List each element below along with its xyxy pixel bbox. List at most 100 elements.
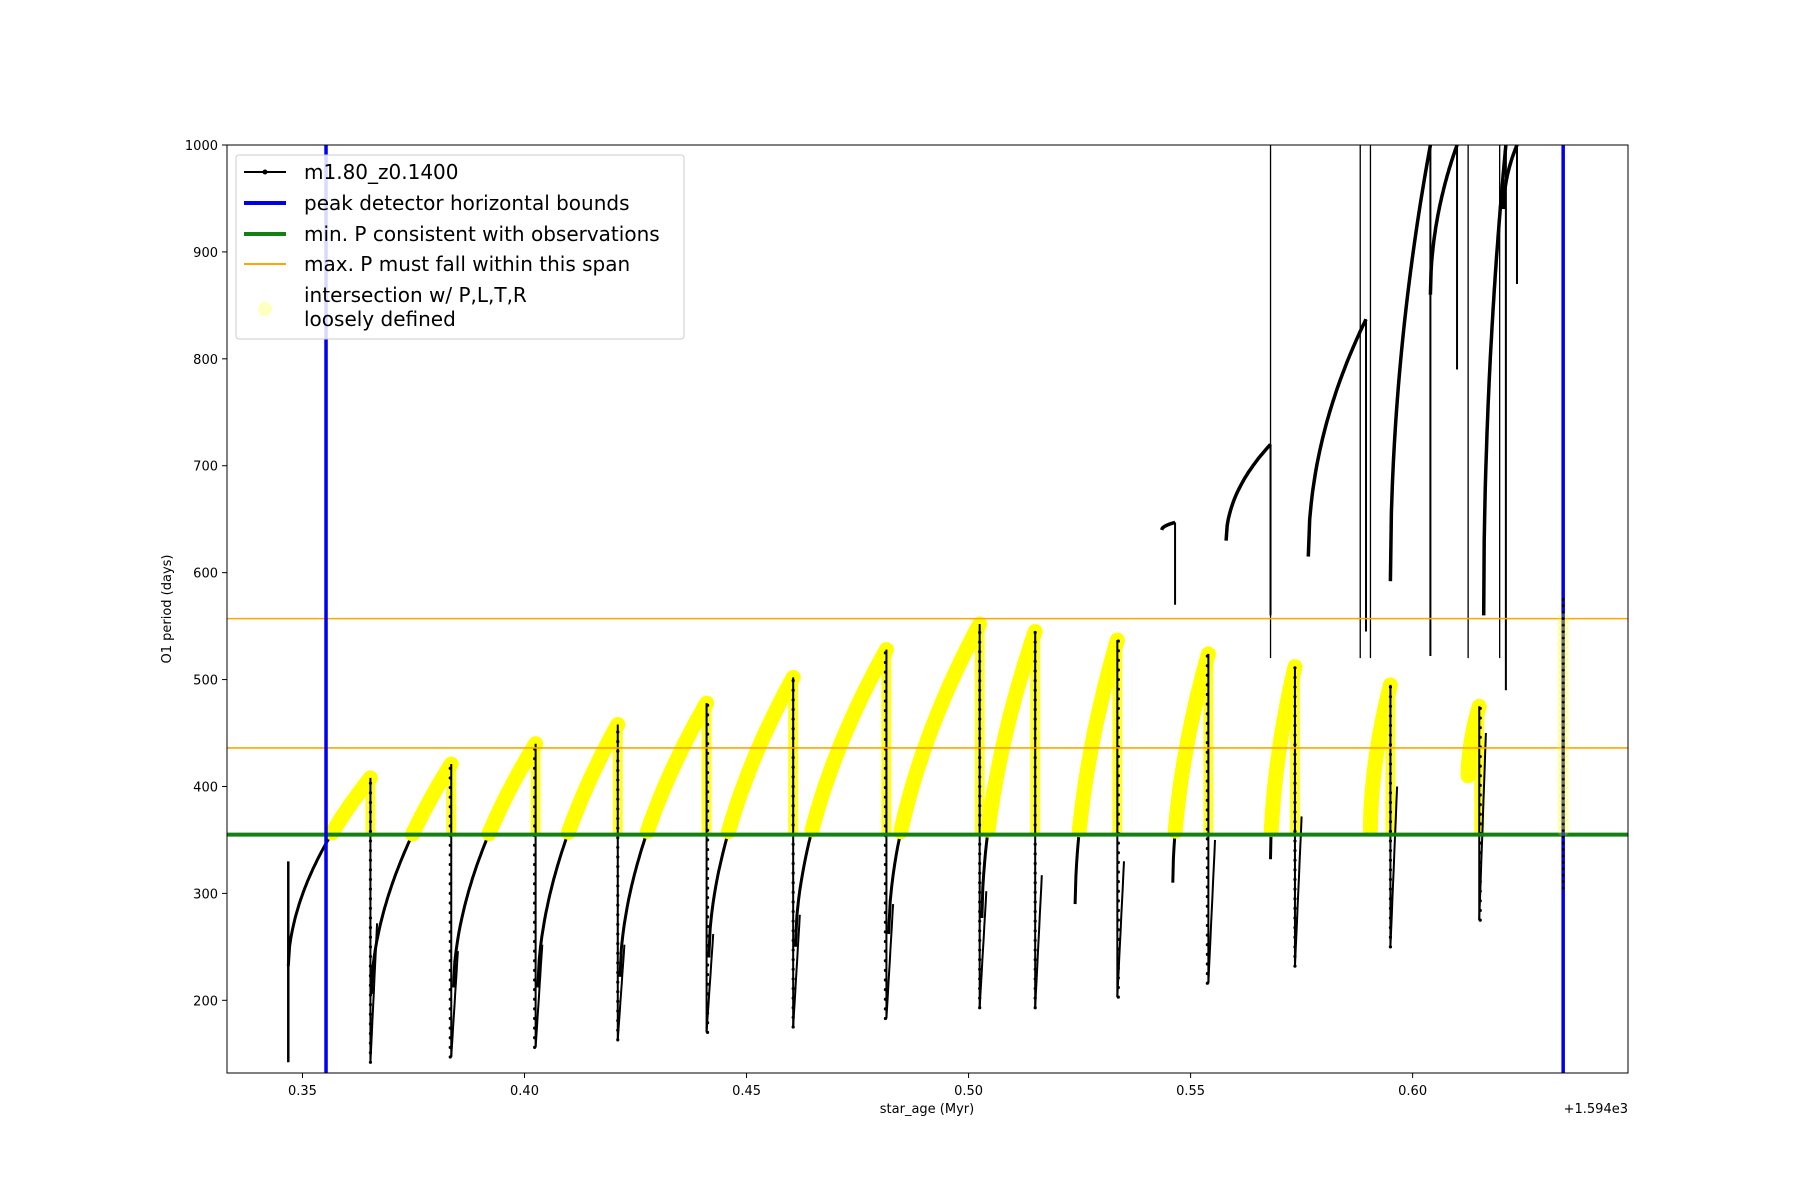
track-point [1561, 662, 1565, 666]
y-axis-label: O1 period (days) [160, 554, 175, 663]
track-point [1116, 841, 1120, 845]
legend-box [235, 154, 685, 340]
track-point [978, 881, 982, 885]
track-point [1116, 677, 1120, 682]
intersection-segment [804, 642, 894, 838]
track-point [1293, 887, 1297, 891]
track-point [1561, 880, 1565, 884]
track-point [1561, 700, 1565, 704]
track-point [1205, 846, 1209, 851]
track-point [1033, 640, 1037, 644]
track-point [1561, 751, 1565, 755]
track-point [1561, 886, 1565, 890]
track-point [1116, 918, 1120, 922]
track-point [791, 765, 795, 769]
track-point [1033, 881, 1037, 885]
track-point [978, 842, 982, 846]
track-point [978, 727, 982, 731]
track-point [705, 838, 710, 842]
track-point [1205, 673, 1209, 677]
track-point [978, 890, 982, 894]
track-point [1116, 774, 1120, 778]
track-point [1033, 823, 1037, 827]
x-tick-label: 0.35 [288, 1084, 317, 1099]
track-point [448, 776, 452, 780]
track-point [1205, 866, 1209, 870]
track-point [448, 785, 452, 790]
intersection-segment [893, 616, 988, 840]
legend: m1.80_z0.1400 peak detector horizontal b… [235, 154, 685, 340]
track-point [1033, 630, 1037, 635]
track-point [1116, 803, 1120, 807]
track-point [1116, 870, 1120, 874]
track-point [978, 823, 982, 827]
track-point [978, 669, 982, 673]
track-point [791, 707, 795, 712]
track-point [616, 1009, 620, 1013]
track-point [791, 977, 795, 981]
track-point [1561, 745, 1565, 749]
track-point [1293, 762, 1297, 766]
track-point [1205, 808, 1209, 812]
track-point [1388, 820, 1393, 824]
track-point [1205, 875, 1209, 879]
track-point [1205, 856, 1209, 860]
track-point [448, 911, 452, 915]
track-point [1033, 775, 1037, 779]
track-point [1033, 650, 1037, 654]
track-point [616, 980, 620, 984]
track-point [1116, 697, 1120, 701]
track-point [1205, 943, 1209, 947]
track-point [1388, 772, 1393, 776]
track-point [1293, 685, 1297, 689]
track-segment [1388, 145, 1433, 582]
track-point [1205, 683, 1209, 687]
track-point [1561, 867, 1565, 871]
track-point [1561, 764, 1565, 768]
track-point [1561, 636, 1565, 640]
plot-frame [226, 144, 1629, 1074]
track-point [1293, 906, 1297, 910]
track-point [1388, 887, 1393, 891]
track-point [1205, 760, 1209, 764]
track-point [1561, 726, 1565, 730]
track-point [1205, 798, 1209, 802]
track-point [791, 881, 795, 885]
track-point [1116, 793, 1120, 797]
track-point [533, 959, 537, 963]
x-tick-label: 0.40 [510, 1084, 539, 1099]
track-point [1033, 784, 1037, 789]
track-point [1561, 610, 1565, 614]
track-point [705, 713, 710, 717]
track-point [1033, 765, 1037, 769]
track-point [1033, 707, 1037, 712]
track-point [883, 872, 888, 876]
track-point [705, 905, 710, 909]
track-point [1116, 880, 1120, 884]
track-point [978, 679, 982, 683]
track-dip [792, 914, 801, 1028]
track-point [1205, 818, 1209, 822]
x-axis-label: star_age (Myr) [880, 1102, 974, 1117]
track-point [1033, 929, 1037, 933]
track-point [883, 939, 888, 944]
track-point [1293, 666, 1297, 670]
track-point [791, 967, 795, 971]
track-point [1205, 721, 1209, 725]
track-point [368, 1012, 373, 1016]
track-point [1033, 756, 1037, 760]
track-point [978, 900, 982, 904]
track-point [1388, 839, 1393, 843]
track-point [978, 630, 982, 635]
track-point [1561, 822, 1565, 826]
legend-label-intersection-2: loosely defined [304, 307, 456, 331]
track-point [978, 929, 982, 933]
track-point [368, 887, 373, 891]
track-point [978, 784, 982, 789]
legend-label-track: m1.80_z0.1400 [304, 160, 459, 184]
track-point [1033, 852, 1037, 856]
track-point [1293, 675, 1297, 680]
track-point [1561, 668, 1565, 672]
track-point [616, 739, 620, 744]
track-point [533, 1016, 537, 1021]
